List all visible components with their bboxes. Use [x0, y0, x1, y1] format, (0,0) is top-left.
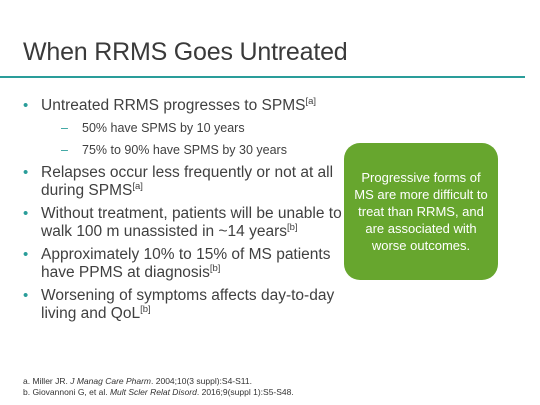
bullet-dot-icon: • [23, 205, 29, 222]
reference-journal: J Manag Care Pharm [70, 376, 152, 386]
reference-item: b. Giovannoni G, et al. Mult Scler Relat… [23, 387, 294, 398]
bullet-dot-icon: • [23, 97, 29, 114]
references: a. Miller JR. J Manag Care Pharm. 2004;1… [23, 376, 294, 398]
bullet-dot-icon: • [23, 246, 29, 263]
bullet-item: • Worsening of symptoms affects day-to-d… [23, 287, 343, 323]
callout-box: Progressive forms of MS are more difficu… [344, 143, 498, 280]
bullet-text: Relapses occur less frequently or not at… [41, 164, 334, 199]
bullet-item: • Untreated RRMS progresses to SPMS[a] [23, 97, 343, 115]
sub-bullet-text: 75% to 90% have SPMS by 30 years [82, 143, 287, 157]
citation-marker: [b] [286, 222, 298, 233]
bullet-item: • Relapses occur less frequently or not … [23, 164, 343, 200]
reference-details: . 2016;9(suppl 1):S5-S48. [196, 387, 294, 397]
citation-marker: [a] [132, 181, 143, 192]
reference-authors: b. Giovannoni G, et al. [23, 387, 110, 397]
bullet-item: • Approximately 10% to 15% of MS patient… [23, 246, 343, 282]
sub-bullet-text: 50% have SPMS by 10 years [82, 121, 245, 135]
citation-marker: [b] [140, 304, 151, 315]
sub-bullet-dash-icon: – [61, 143, 68, 157]
bullet-dot-icon: • [23, 287, 29, 304]
reference-details: . 2004;10(3 suppl):S4-S11. [151, 376, 252, 386]
bullet-text: Without treatment, patients will be unab… [41, 205, 342, 240]
bullet-item: • Without treatment, patients will be un… [23, 205, 343, 241]
citation-marker: [a] [305, 96, 317, 107]
sub-bullet-dash-icon: – [61, 121, 68, 135]
bullet-text: Worsening of symptoms affects day-to-day… [41, 287, 335, 322]
reference-item: a. Miller JR. J Manag Care Pharm. 2004;1… [23, 376, 294, 387]
reference-journal: Mult Scler Relat Disord [109, 387, 197, 397]
bullet-dot-icon: • [23, 164, 29, 181]
bullet-text: Untreated RRMS progresses to SPMS [41, 97, 306, 114]
sub-bullet-item: – 75% to 90% have SPMS by 30 years [23, 142, 343, 158]
bullet-list: • Untreated RRMS progresses to SPMS[a] –… [23, 97, 343, 328]
sub-bullet-item: – 50% have SPMS by 10 years [23, 120, 343, 136]
slide-title: When RRMS Goes Untreated [23, 38, 348, 66]
citation-marker: [b] [209, 263, 221, 274]
reference-authors: a. Miller JR. [23, 376, 71, 386]
callout-text: Progressive forms of MS are more difficu… [354, 170, 488, 253]
bullet-text: Approximately 10% to 15% of MS patients … [41, 246, 331, 281]
title-divider [0, 76, 525, 78]
